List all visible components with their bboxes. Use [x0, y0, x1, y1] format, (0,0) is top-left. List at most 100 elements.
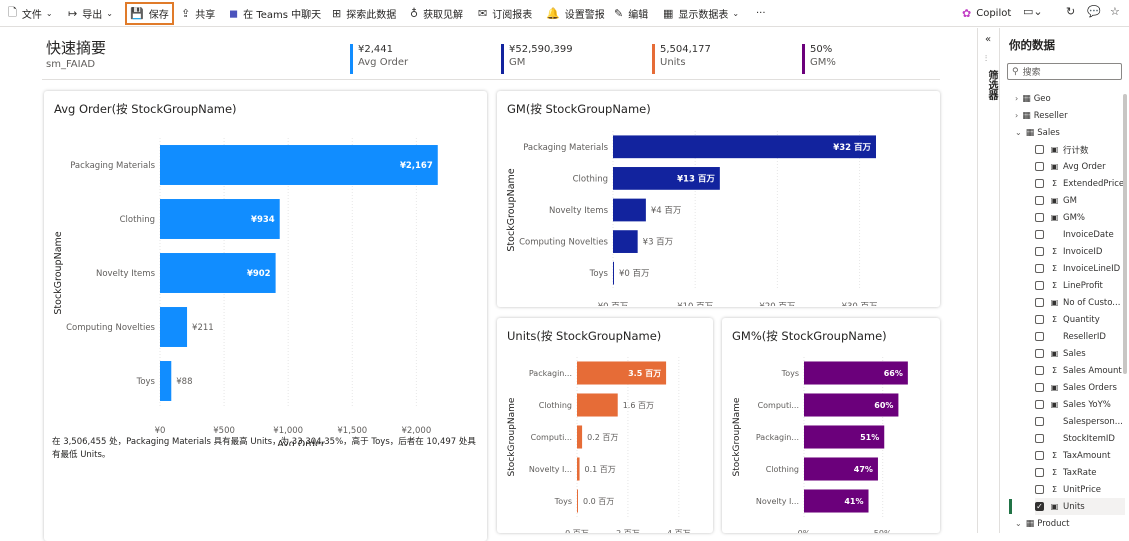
view-icon[interactable]: ▭⌄	[1023, 5, 1043, 18]
chart-avg-order[interactable]: Avg Order(按 StockGroupName) ¥0 ¥500 ¥1,000…	[44, 91, 487, 541]
field-checkbox[interactable]	[1035, 400, 1044, 409]
scrollbar[interactable]	[1123, 94, 1127, 374]
bar[interactable]	[160, 199, 280, 239]
chart-gm[interactable]: GM(按 StockGroupName) ¥0 百万 ¥10 百万 ¥20 百万 ¥3…	[497, 91, 940, 307]
field--[interactable]: ▣ 行计数	[1035, 141, 1089, 158]
bar[interactable]	[160, 307, 188, 347]
get-insights-button[interactable]: ♁ 获取见解	[410, 7, 464, 21]
table-node-product[interactable]: ⌄ ▦ Product	[1015, 518, 1070, 529]
bar[interactable]	[804, 393, 899, 417]
collapse-icon[interactable]: «	[985, 34, 992, 45]
bar[interactable]	[577, 489, 578, 513]
field-checkbox[interactable]	[1035, 417, 1044, 426]
share-button[interactable]: ⇪ 共享	[181, 7, 216, 21]
filter-pane[interactable]: « ⫶ 筛选器	[979, 28, 1000, 533]
field-taxrate[interactable]: Σ TaxRate	[1035, 464, 1097, 481]
kpi-units[interactable]: 5,504,177 Units	[652, 44, 711, 74]
field-checkbox[interactable]	[1035, 315, 1044, 324]
field-checkbox[interactable]	[1035, 213, 1044, 222]
bar[interactable]	[160, 361, 172, 401]
field-sales-yoy-[interactable]: ▣ Sales YoY%	[1035, 396, 1111, 413]
chart-units[interactable]: Units(按 StockGroupName) 0 百万 2 百万 4 百万 Pack…	[497, 318, 713, 533]
chevron-right-icon[interactable]: ›	[1015, 111, 1019, 120]
bar[interactable]	[804, 489, 869, 513]
bar[interactable]	[160, 253, 276, 293]
field-checkbox[interactable]	[1035, 264, 1044, 273]
field-checkbox[interactable]	[1035, 485, 1044, 494]
field-resellerid[interactable]: ResellerID	[1035, 328, 1106, 345]
chevron-right-icon[interactable]: ›	[1015, 94, 1019, 103]
more-options-button[interactable]: ···	[756, 8, 766, 19]
field-checkbox[interactable]	[1035, 281, 1044, 290]
field-checkbox[interactable]: ✓	[1035, 502, 1044, 511]
file-menu[interactable]: 🗋 文件 ⌄	[8, 6, 53, 21]
field-invoicedate[interactable]: InvoiceDate	[1035, 226, 1114, 243]
chevron-down-icon[interactable]: ⌄	[1015, 128, 1022, 137]
export-menu[interactable]: ↦ 导出 ⌄	[68, 7, 113, 21]
copilot-button[interactable]: ✿ Copilot	[962, 7, 1012, 20]
bar[interactable]	[804, 425, 885, 449]
kpi-gm[interactable]: ¥52,590,399 GM	[501, 44, 573, 74]
set-alert-button[interactable]: 🔔 设置警报	[546, 7, 605, 21]
field-checkbox[interactable]	[1035, 451, 1044, 460]
field-stockitemid[interactable]: StockItemID	[1035, 430, 1115, 447]
field-checkbox[interactable]	[1035, 247, 1044, 256]
data-search-input[interactable]: ⚲ 搜索	[1007, 63, 1122, 80]
field-salesperson-[interactable]: Salesperson...	[1035, 413, 1123, 430]
refresh-icon[interactable]: ↻	[1066, 5, 1076, 18]
bar[interactable]	[577, 425, 583, 449]
field-taxamount[interactable]: Σ TaxAmount	[1035, 447, 1110, 464]
favorite-icon[interactable]: ☆	[1110, 5, 1120, 18]
field-checkbox[interactable]	[1035, 196, 1044, 205]
field-checkbox[interactable]	[1035, 349, 1044, 358]
bar[interactable]	[577, 393, 618, 417]
chart-gm-pct[interactable]: GM%(按 StockGroupName) 0% 50% Toys 66% Comput…	[722, 318, 940, 533]
field-sales-amount[interactable]: Σ Sales Amount	[1035, 362, 1122, 379]
bar[interactable]	[804, 457, 878, 481]
table-node-geo[interactable]: › ▦ Geo	[1015, 93, 1051, 104]
save-button[interactable]: 💾 保存	[125, 2, 174, 25]
subscribe-button[interactable]: ✉ 订阅报表	[478, 7, 533, 21]
field-avg-order[interactable]: ▣ Avg Order	[1035, 158, 1106, 175]
field-lineprofit[interactable]: Σ LineProfit	[1035, 277, 1103, 294]
field-checkbox[interactable]	[1035, 298, 1044, 307]
show-data-table-button[interactable]: ▦ 显示数据表 ⌄	[663, 7, 740, 21]
comment-icon[interactable]: 💬	[1087, 5, 1101, 18]
bar[interactable]	[613, 167, 720, 190]
field-checkbox[interactable]	[1035, 468, 1044, 477]
field-checkbox[interactable]	[1035, 332, 1044, 341]
table-node-sales[interactable]: ⌄ ▦ Sales	[1015, 127, 1060, 138]
explore-data-button[interactable]: ⊞ 探索此数据	[332, 7, 397, 21]
field-sales-orders[interactable]: ▣ Sales Orders	[1035, 379, 1117, 396]
field-invoiceid[interactable]: Σ InvoiceID	[1035, 243, 1102, 260]
bar[interactable]	[577, 457, 580, 481]
field-no-of-custo-[interactable]: ▣ No of Custo...	[1035, 294, 1120, 311]
field-unitprice[interactable]: Σ UnitPrice	[1035, 481, 1101, 498]
field-extendedprice[interactable]: Σ ExtendedPrice	[1035, 175, 1124, 192]
field-units[interactable]: ✓ ▣ Units	[1035, 498, 1125, 515]
kpi-gm-pct[interactable]: 50% GM%	[802, 44, 836, 74]
field-sales[interactable]: ▣ Sales	[1035, 345, 1086, 362]
teams-chat-button[interactable]: ◼ 在 Teams 中聊天	[229, 7, 322, 21]
field-gm-[interactable]: ▣ GM%	[1035, 209, 1085, 226]
table-node-reseller[interactable]: › ▦ Reseller	[1015, 110, 1068, 121]
field-checkbox[interactable]	[1035, 366, 1044, 375]
field-checkbox[interactable]	[1035, 145, 1044, 154]
field-quantity[interactable]: Σ Quantity	[1035, 311, 1100, 328]
chevron-down-icon[interactable]: ⌄	[1015, 519, 1022, 528]
field-checkbox[interactable]	[1035, 162, 1044, 171]
field-checkbox[interactable]	[1035, 230, 1044, 239]
field-checkbox[interactable]	[1035, 383, 1044, 392]
field-checkbox[interactable]	[1035, 179, 1044, 188]
kpi-avg-order[interactable]: ¥2,441 Avg Order	[350, 44, 408, 74]
bar[interactable]	[577, 361, 667, 385]
bar[interactable]	[613, 198, 646, 222]
bar[interactable]	[160, 145, 438, 185]
field-gm[interactable]: ▣ GM	[1035, 192, 1077, 209]
edit-button[interactable]: ✎ 编辑	[614, 7, 649, 21]
field-invoicelineid[interactable]: Σ InvoiceLineID	[1035, 260, 1120, 277]
bar[interactable]	[613, 261, 614, 285]
bar[interactable]	[804, 361, 908, 385]
field-checkbox[interactable]	[1035, 434, 1044, 443]
bar[interactable]	[613, 230, 638, 253]
